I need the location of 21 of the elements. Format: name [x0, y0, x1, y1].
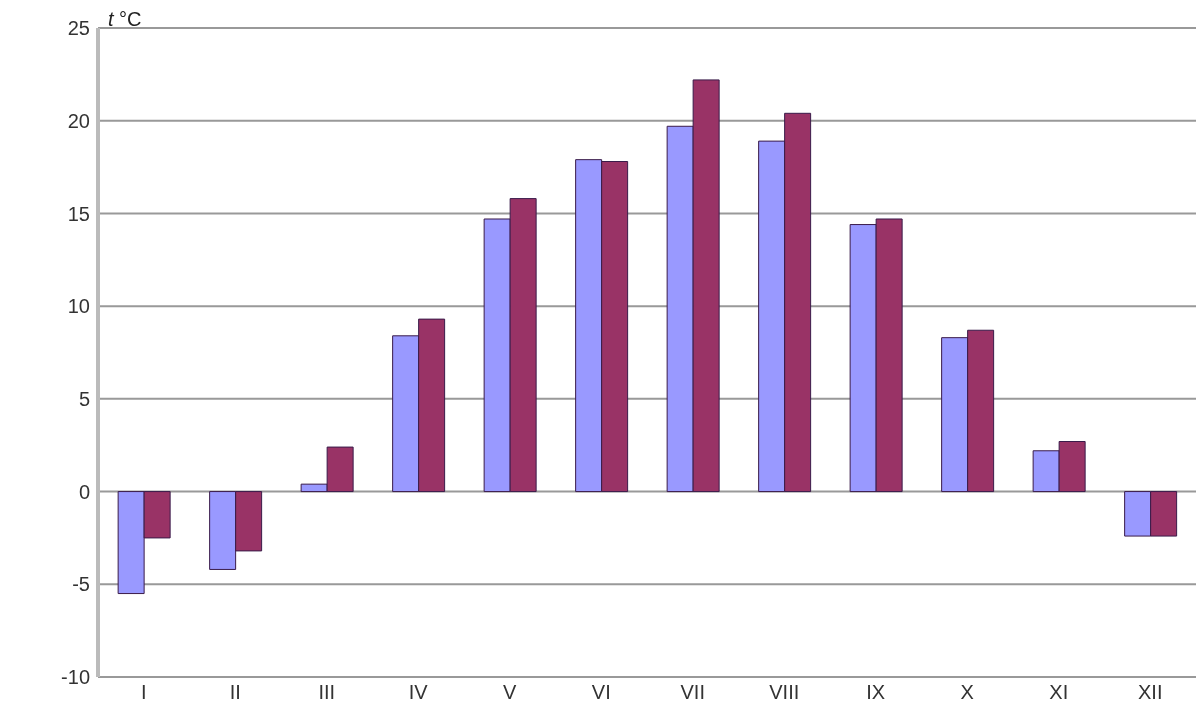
y-tick-label: 10	[67, 295, 90, 318]
x-tick-label: VIII	[769, 681, 800, 704]
x-tick-label: VI	[591, 681, 611, 704]
x-tick-label: XI	[1049, 681, 1069, 704]
y-axis-title: t °C	[108, 8, 142, 31]
y-tick-label: -5	[72, 573, 90, 596]
y-tick-label: 5	[78, 387, 90, 410]
x-tick-label: V	[503, 681, 518, 704]
y-tick-label: 25	[67, 17, 90, 40]
x-tick-label: II	[229, 681, 241, 704]
x-tick-label: X	[960, 681, 974, 704]
x-tick-label: XII	[1138, 681, 1163, 704]
x-tick-label: IV	[408, 681, 429, 704]
x-tick-label: III	[318, 681, 336, 704]
x-tick-label: VII	[680, 681, 705, 704]
y-tick-label: -10	[61, 666, 90, 689]
y-tick-label: 15	[67, 202, 90, 225]
x-tick-label: IX	[866, 681, 886, 704]
y-tick-label: 20	[67, 109, 90, 132]
x-tick-label: I	[140, 681, 147, 704]
y-tick-label: 0	[78, 480, 90, 503]
